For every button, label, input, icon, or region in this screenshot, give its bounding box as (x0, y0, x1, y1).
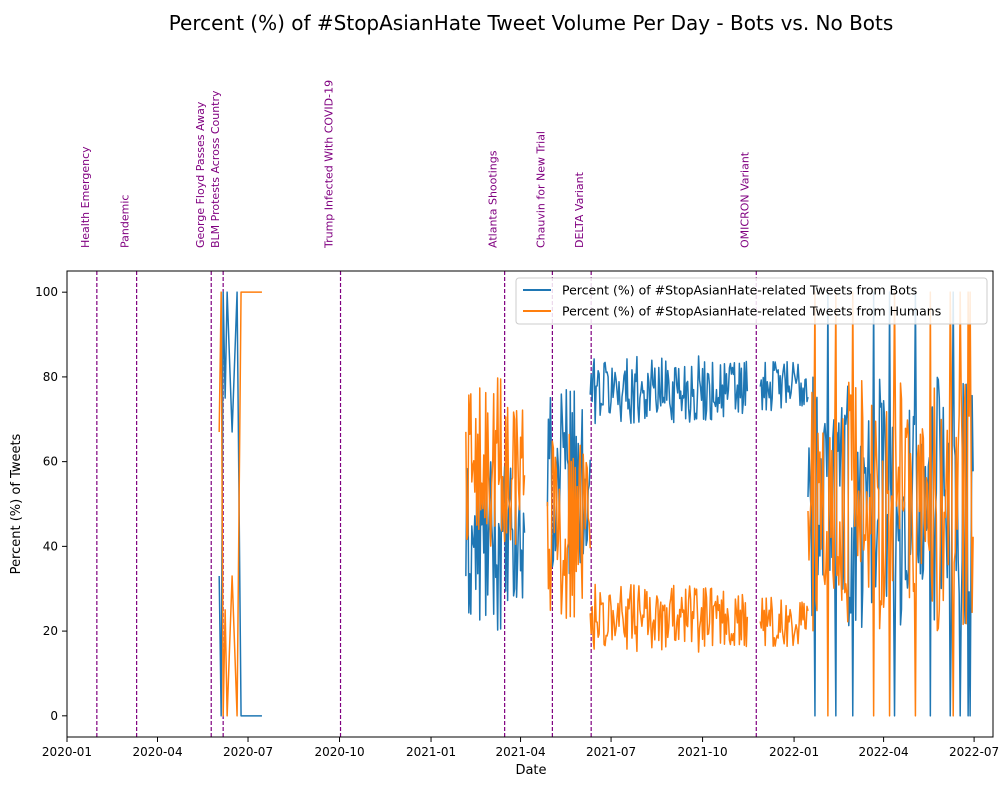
series-line-bots (218, 291, 974, 717)
event-label: DELTA Variant (573, 171, 586, 248)
event-label: Pandemic (119, 195, 132, 248)
x-tick-label: 2021-04 (495, 745, 545, 759)
x-tick-label: 2020-01 (42, 745, 92, 759)
y-tick-label: 60 (43, 455, 58, 469)
event-label: Chauvin for New Trial (534, 131, 547, 248)
x-tick-label: 2021-01 (406, 745, 456, 759)
x-tick-label: 2022-07 (949, 745, 999, 759)
series-lines (218, 291, 974, 717)
series-line-humans (218, 291, 974, 717)
legend-label: Percent (%) of #StopAsianHate-related Tw… (562, 283, 917, 298)
plot-frame (66, 270, 994, 738)
event-label: Trump Infected With COVID-19 (323, 80, 336, 249)
legend: Percent (%) of #StopAsianHate-related Tw… (515, 277, 988, 325)
x-tick-label: 2022-01 (769, 745, 819, 759)
x-tick-label: 2020-10 (314, 745, 364, 759)
event-label: OMICRON Variant (738, 151, 751, 248)
y-tick-label: 100 (35, 285, 58, 299)
y-tick-label: 40 (43, 539, 58, 553)
y-axis-title: Percent (%) of Tweets (9, 433, 24, 574)
x-tick-label: 2021-07 (586, 745, 636, 759)
x-tick-label: 2020-07 (223, 745, 273, 759)
x-axis: 2020-01 2020-04 2020-07 2020-10 2021-01 2021-… (42, 737, 999, 759)
event-label: George Floyd Passes Away (194, 101, 207, 248)
event-label: Atlanta Shootings (487, 150, 500, 248)
event-label: BLM Protests Across Country (209, 90, 222, 248)
x-tick-label: 2021-10 (677, 745, 727, 759)
y-axis: 0 20 40 60 80 100 (35, 285, 67, 723)
event-label: Health Emergency (79, 146, 92, 248)
x-tick-label: 2020-04 (132, 745, 182, 759)
legend-label: Percent (%) of #StopAsianHate-related Tw… (562, 304, 941, 319)
x-axis-title: Date (515, 763, 546, 778)
y-tick-label: 20 (43, 624, 58, 638)
x-tick-label: 2022-04 (859, 745, 909, 759)
y-tick-label: 80 (43, 370, 58, 384)
y-tick-label: 0 (50, 709, 58, 723)
event-markers: Health Emergency Pandemic George Floyd Pas… (79, 80, 757, 737)
legend-box (515, 277, 988, 325)
chart-title: Percent (%) of #StopAsianHate Tweet Volu… (169, 11, 894, 35)
